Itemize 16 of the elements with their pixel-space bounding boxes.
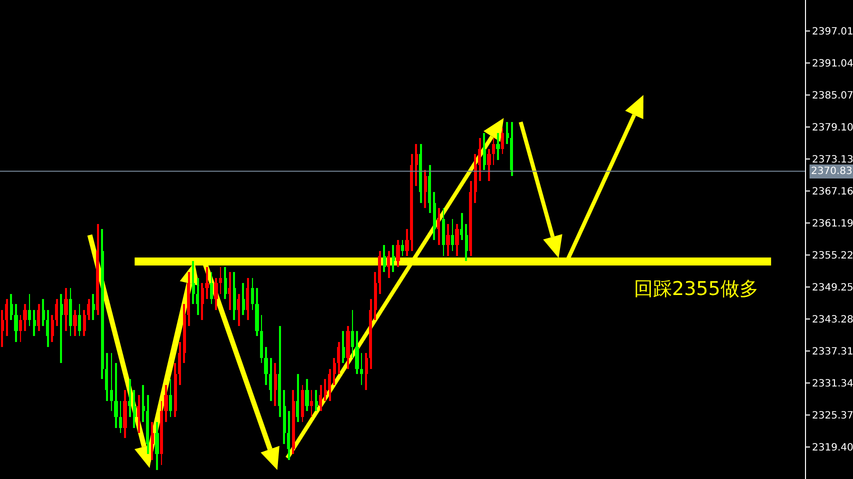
y-tick-label: 2391.04: [812, 58, 853, 70]
ref-line-label: 回踩2355做多: [634, 278, 758, 300]
y-tick-label: 2385.07: [812, 90, 853, 102]
y-tick-label: 2349.25: [812, 282, 853, 294]
y-tick-label: 2325.37: [812, 410, 853, 422]
y-tick-label: 2367.16: [812, 186, 853, 198]
y-tick-label: 2397.01: [812, 26, 853, 38]
y-tick-label: 2319.40: [812, 442, 853, 454]
y-tick-label: 2337.31: [812, 346, 853, 358]
y-tick-label: 2379.10: [812, 122, 853, 134]
y-tick-label: 2361.19: [812, 218, 853, 230]
y-tick-label: 2373.13: [812, 154, 853, 166]
ref-line-label: 2370.83: [811, 166, 852, 177]
y-tick-label: 2355.22: [812, 250, 853, 262]
y-tick-label: 2331.34: [812, 378, 853, 390]
y-tick-label: 2343.28: [812, 314, 853, 326]
